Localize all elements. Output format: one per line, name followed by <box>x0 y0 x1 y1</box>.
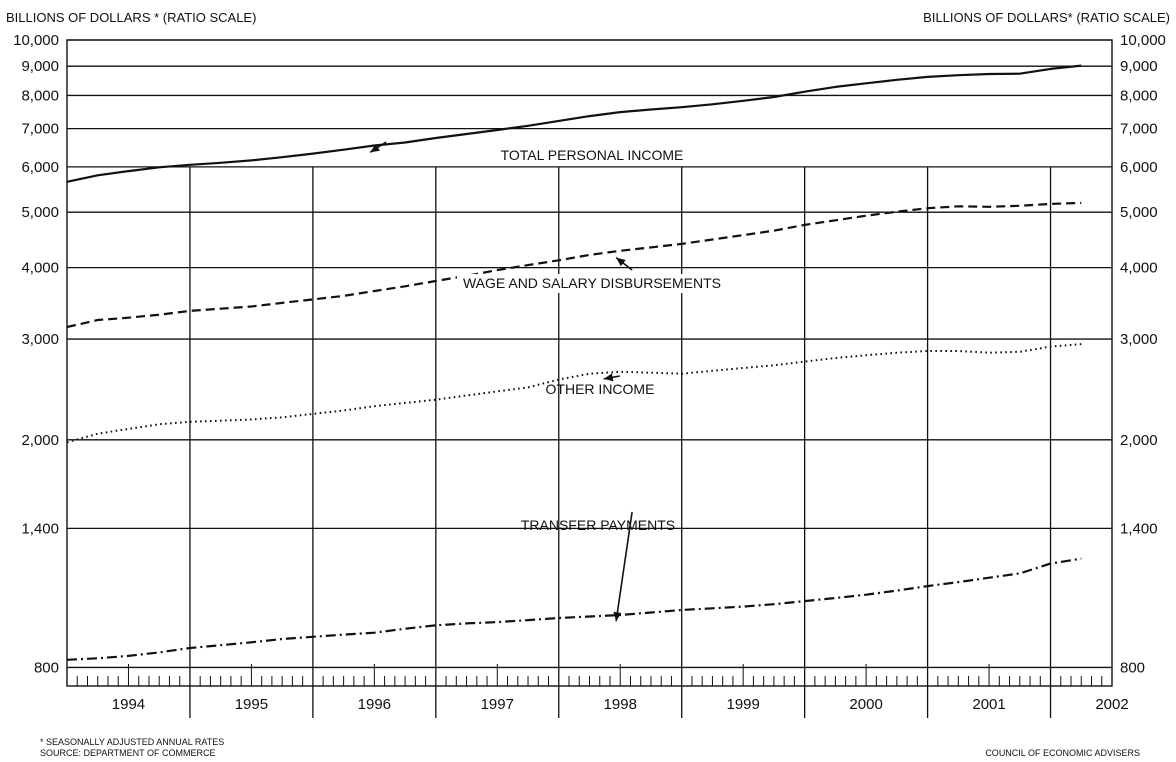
y-tick-label-right: 7,000 <box>1120 121 1158 138</box>
arrowhead <box>370 144 380 153</box>
x-tick-label: 1994 <box>112 696 145 713</box>
footnote-seasonal: * SEASONALLY ADJUSTED ANNUAL RATES <box>40 737 224 747</box>
series-line-0 <box>66 64 1082 183</box>
arrowhead <box>613 611 622 622</box>
y-tick-label-left: 6,000 <box>21 159 59 176</box>
grid <box>66 39 1113 718</box>
footnote-source: SOURCE: DEPARTMENT OF COMMERCE <box>40 748 216 758</box>
label-backdrop <box>456 274 728 293</box>
axes: 10,000 10,000 9,000 9,000 8,000 8,000 7,000 7,0… <box>13 32 1166 713</box>
label-backdrop <box>494 146 690 165</box>
y-tick-label-right: 5,000 <box>1120 204 1158 221</box>
y-tick-label-left: 4,000 <box>21 260 59 277</box>
series-lines <box>66 64 1082 661</box>
x-tick-label: 2002 <box>1095 696 1128 713</box>
y-tick-label-left: 3,000 <box>21 331 59 348</box>
series-line-3 <box>66 557 1082 661</box>
x-tick-label: 1997 <box>481 696 514 713</box>
x-tick-label: 1995 <box>235 696 268 713</box>
y-tick-label-right: 3,000 <box>1120 331 1158 348</box>
arrowhead <box>616 257 626 267</box>
series-label-1: WAGE AND SALARY DISBURSEMENTS <box>463 275 721 291</box>
series-line-1 <box>66 201 1082 329</box>
y-tick-label-right: 9,000 <box>1120 58 1158 75</box>
left-scale-label: BILLIONS OF DOLLARS * (RATIO SCALE) <box>6 10 256 25</box>
y-tick-label-right: 1,400 <box>1120 520 1158 537</box>
series-label-2: OTHER INCOME <box>546 381 655 397</box>
series-label-3: TRANSFER PAYMENTS <box>521 517 675 533</box>
right-scale-label: BILLIONS OF DOLLARS* (RATIO SCALE) <box>923 10 1170 25</box>
y-tick-label-left: 2,000 <box>21 432 59 449</box>
y-tick-label-right: 4,000 <box>1120 260 1158 277</box>
y-tick-label-left: 1,400 <box>21 520 59 537</box>
leader-line <box>615 511 633 622</box>
x-tick-label: 1998 <box>604 696 637 713</box>
y-tick-label-left: 7,000 <box>21 121 59 138</box>
series-annotations: TOTAL PERSONAL INCOME WAGE AND SALARY DIS… <box>369 141 728 622</box>
y-tick-label-right: 6,000 <box>1120 159 1158 176</box>
y-tick-label-left: 10,000 <box>13 32 59 49</box>
y-tick-label-left: 5,000 <box>21 204 59 221</box>
x-tick-label: 1996 <box>358 696 391 713</box>
y-tick-label-left: 800 <box>34 659 59 676</box>
y-tick-label-right: 800 <box>1120 659 1145 676</box>
y-tick-label-left: 8,000 <box>21 87 59 104</box>
x-tick-label: 2001 <box>972 696 1005 713</box>
y-tick-label-left: 9,000 <box>21 58 59 75</box>
x-tick-label: 1999 <box>726 696 759 713</box>
series-label-0: TOTAL PERSONAL INCOME <box>501 147 684 163</box>
credit: COUNCIL OF ECONOMIC ADVISERS <box>985 748 1140 758</box>
x-tick-label: 2000 <box>849 696 882 713</box>
y-tick-label-right: 2,000 <box>1120 432 1158 449</box>
y-tick-label-right: 8,000 <box>1120 87 1158 104</box>
arrowhead <box>603 373 614 382</box>
series-line-2 <box>66 343 1082 444</box>
plot-frame <box>66 39 1113 687</box>
y-tick-label-right: 10,000 <box>1120 32 1166 49</box>
